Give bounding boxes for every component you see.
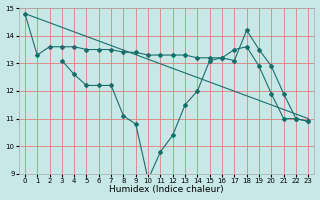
X-axis label: Humidex (Indice chaleur): Humidex (Indice chaleur) bbox=[109, 185, 224, 194]
